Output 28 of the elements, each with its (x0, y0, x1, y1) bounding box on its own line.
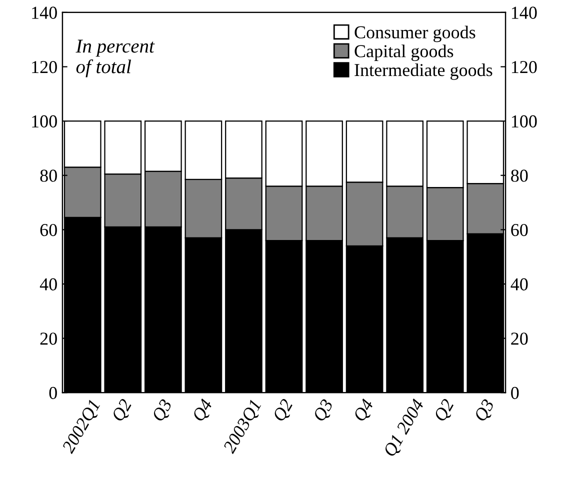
y-tick-label: 60 (40, 224, 57, 236)
x-tick-label: Q2 (433, 398, 457, 424)
y2-tick-label: 60 (511, 224, 528, 236)
y-tick-label: 40 (40, 278, 57, 290)
x-tick-label: Q2 (272, 398, 296, 424)
y-tick-label: 100 (32, 115, 57, 128)
y-tick-label: 120 (32, 60, 57, 74)
x-tick-label: Q4 (352, 398, 376, 424)
annotation: In percent of total (76, 40, 155, 78)
y2-tick-label: 40 (510, 278, 528, 290)
y2-tick-label: 100 (512, 115, 537, 128)
y-tick-label: 20 (40, 332, 57, 345)
legend-label: Capital goods (354, 44, 454, 62)
legend-label: Consumer goods (354, 26, 476, 42)
x-tick-label: Q3 (474, 398, 497, 424)
x-tick-label: Q4 (192, 398, 216, 424)
y-tick-label: 0 (49, 386, 57, 400)
x-tick-label: Q3 (312, 398, 336, 424)
y2-tick-label: 20 (511, 332, 528, 345)
y2-tick-label: 80 (511, 170, 528, 182)
y-tick-label: 80 (40, 170, 57, 182)
x-tick-label: Q3 (152, 398, 175, 424)
y2-tick-label: 140 (512, 6, 537, 19)
y2-tick-label: 0 (511, 386, 519, 400)
y-tick-label: 140 (32, 6, 57, 19)
legend-label: Intermediate goods (354, 63, 492, 80)
y2-tick-label: 120 (512, 60, 537, 74)
x-tick-label: Q2 (111, 398, 135, 424)
